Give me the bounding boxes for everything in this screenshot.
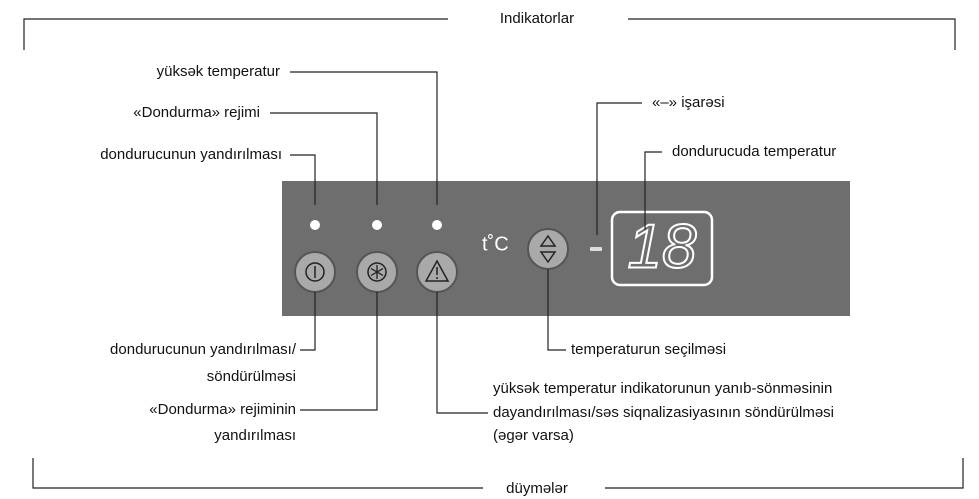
bracket-line: [23, 18, 448, 50]
leader-line: [290, 154, 316, 205]
leader-line: [596, 102, 642, 235]
label: «Dondurma» rejimi: [133, 104, 260, 121]
leader-line: [270, 112, 378, 205]
leader-line: [547, 269, 566, 351]
bracket-line: [32, 458, 483, 489]
leader-line: [644, 151, 662, 230]
label: dondurucunun yandırılması: [100, 146, 282, 163]
minus-sign: [590, 247, 602, 251]
leader-line: [300, 292, 378, 411]
display: [610, 210, 714, 287]
led: [310, 220, 320, 230]
label: yüksək temperatur indikatorunun yanıb-sö…: [493, 380, 832, 397]
alarm-button[interactable]: [416, 251, 458, 293]
led: [432, 220, 442, 230]
bracket-line: [628, 18, 956, 50]
label: «Dondurma» rejiminin: [149, 401, 296, 418]
leader-line: [300, 292, 316, 351]
unit-label: t˚C: [482, 233, 509, 255]
label: dondurucuda temperatur: [672, 143, 836, 160]
freeze-button[interactable]: [356, 251, 398, 293]
group-title: düymələr: [506, 480, 568, 497]
display-digits: 18: [628, 212, 697, 281]
bracket-line: [605, 458, 964, 489]
label: (əgər varsa): [493, 427, 574, 444]
leader-line: [290, 71, 438, 205]
label: söndürülməsi: [207, 368, 296, 385]
power-button[interactable]: [294, 251, 336, 293]
label: «–» işarəsi: [652, 94, 725, 111]
led: [372, 220, 382, 230]
label: yüksək temperatur: [157, 63, 280, 80]
label: yandırılması: [214, 427, 296, 444]
leader-line: [436, 292, 488, 414]
label: temperaturun seçilməsi: [571, 341, 726, 358]
temperature-button[interactable]: [527, 228, 569, 270]
group-title: Indikatorlar: [500, 10, 574, 27]
label: dayandırılması/səs siqnalizasiyasının sö…: [493, 404, 834, 421]
label: dondurucunun yandırılması/: [110, 341, 297, 358]
